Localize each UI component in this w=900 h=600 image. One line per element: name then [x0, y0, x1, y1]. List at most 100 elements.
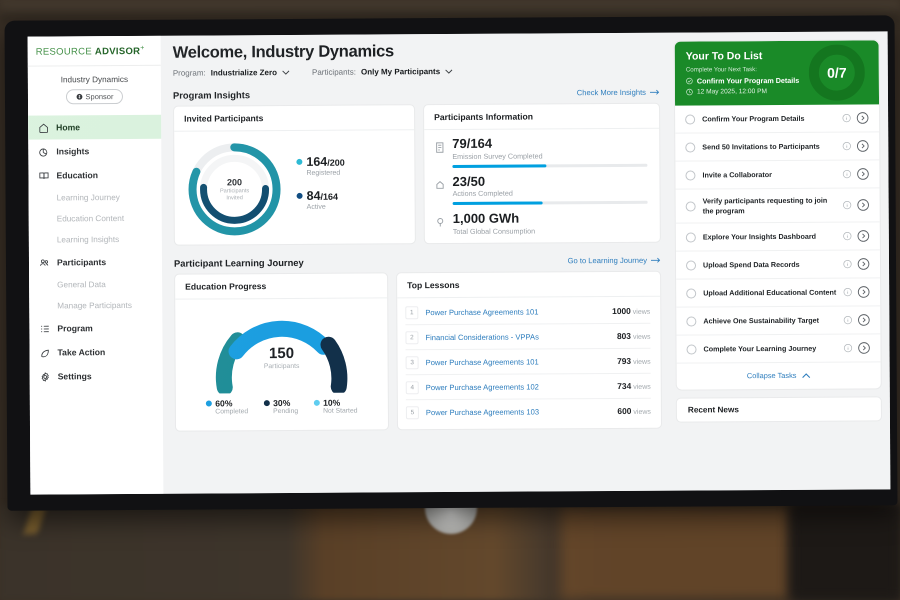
- chevron-right-circle-icon[interactable]: [856, 111, 869, 124]
- task-checkbox[interactable]: [685, 170, 696, 181]
- lesson-name[interactable]: Financial Considerations - VPPAs: [425, 331, 539, 342]
- lesson-name[interactable]: Power Purchase Agreements 103: [425, 406, 540, 417]
- sidebar-item-insights[interactable]: Insights: [28, 139, 161, 164]
- info-icon[interactable]: [842, 169, 852, 179]
- gauge-label-completed: Completed: [215, 408, 249, 416]
- task-checkbox[interactable]: [685, 114, 696, 125]
- chevron-right-circle-icon[interactable]: [857, 230, 870, 243]
- list-item[interactable]: Invite a Collaborator: [675, 160, 880, 190]
- check-circle-icon: [686, 77, 693, 85]
- collapse-tasks-button[interactable]: Collapse Tasks: [677, 363, 881, 390]
- lesson-name[interactable]: Power Purchase Agreements 101: [425, 306, 539, 317]
- list-item[interactable]: Achieve One Sustainability Target: [676, 306, 881, 337]
- chevron-right-circle-icon[interactable]: [857, 199, 870, 212]
- invited-center-value: 200: [226, 176, 243, 187]
- info-value-actions: 23/50: [452, 173, 486, 189]
- task-checkbox[interactable]: [685, 232, 696, 243]
- info-icon[interactable]: [843, 232, 852, 241]
- participants-information-card: Participants Information 79/164 Emission…: [423, 102, 661, 245]
- info-icon[interactable]: [843, 260, 852, 269]
- gauge-pct-not-started: 10%: [323, 397, 341, 408]
- org-name: Industry Dynamics: [60, 75, 129, 85]
- brand-plus: +: [140, 44, 145, 52]
- lesson-views-count: 734: [617, 380, 632, 391]
- survey-icon: [436, 142, 444, 153]
- gauge-label-pending: Pending: [273, 407, 299, 416]
- invited-participants-card: Invited Participants: [173, 104, 416, 246]
- progress-fill-emission-survey: [452, 164, 547, 168]
- arrow-right-icon: [650, 257, 661, 263]
- task-checkbox[interactable]: [686, 288, 697, 299]
- list-item[interactable]: Explore Your Insights Dashboard: [675, 222, 880, 253]
- sidebar-item-general-data[interactable]: General Data: [29, 274, 162, 296]
- chevron-right-circle-icon[interactable]: [857, 286, 870, 299]
- sidebar-item-settings[interactable]: Settings: [30, 364, 163, 389]
- chevron-right-circle-icon[interactable]: [856, 167, 869, 180]
- info-icon[interactable]: [843, 201, 852, 210]
- sidebar-item-home[interactable]: Home: [28, 114, 162, 140]
- sidebar-item-education-content[interactable]: Education Content: [29, 208, 162, 230]
- task-checkbox[interactable]: [686, 344, 697, 355]
- task-checkbox[interactable]: [685, 142, 696, 153]
- list-item[interactable]: Confirm Your Program Details: [675, 104, 880, 134]
- invited-caption-1: Participants: [219, 187, 250, 194]
- program-filter[interactable]: Program: Industrialize Zero: [173, 68, 290, 78]
- participants-filter[interactable]: Participants: Only My Participants: [312, 67, 453, 77]
- progress-track-actions: [452, 201, 648, 206]
- go-to-learning-journey-link[interactable]: Go to Learning Journey: [568, 256, 661, 265]
- table-row[interactable]: 1 Power Purchase Agreements 101 1000 view…: [405, 298, 651, 326]
- task-label: Upload Spend Data Records: [702, 259, 800, 270]
- learning-journey-header: Participant Learning Journey Go to Learn…: [174, 255, 661, 269]
- table-row[interactable]: 2 Financial Considerations - VPPAs 803 vi…: [405, 323, 651, 351]
- lesson-name[interactable]: Power Purchase Agreements 102: [425, 381, 539, 392]
- chevron-right-circle-icon[interactable]: [856, 139, 869, 152]
- sidebar-label-insights: Insights: [56, 146, 90, 157]
- table-row[interactable]: 5 Power Purchase Agreements 103 600 views: [405, 399, 651, 424]
- check-more-insights-link[interactable]: Check More Insights: [577, 88, 660, 97]
- gauge-pct-pending: 30%: [273, 397, 291, 409]
- brand-word-2: ADVISOR: [94, 46, 141, 58]
- lesson-views-unit: views: [632, 333, 651, 341]
- sponsor-coin-icon: [76, 94, 82, 100]
- chevron-right-circle-icon[interactable]: [857, 258, 870, 271]
- list-item[interactable]: Upload Additional Educational Content: [676, 278, 881, 309]
- list-item[interactable]: Send 50 Invitations to Participants: [675, 132, 880, 162]
- top-lessons-card: Top Lessons 1 Power Purchase Agreements …: [396, 270, 663, 431]
- recent-news-title: Recent News: [687, 405, 739, 415]
- sponsor-badge[interactable]: Sponsor: [65, 89, 124, 105]
- nested-donut-svg: [188, 143, 281, 236]
- table-row[interactable]: 3 Power Purchase Agreements 101 793 views: [405, 348, 651, 376]
- info-icon[interactable]: [842, 113, 851, 123]
- todo-counter: 0/7: [827, 64, 847, 81]
- sidebar-item-education[interactable]: Education: [28, 163, 161, 188]
- chevron-right-circle-icon[interactable]: [857, 314, 870, 327]
- list-item[interactable]: Verify participants requesting to join t…: [675, 188, 880, 225]
- info-icon[interactable]: [842, 141, 851, 151]
- legend-value-registered: 164/200: [306, 155, 344, 169]
- task-checkbox[interactable]: [685, 201, 696, 212]
- info-icon[interactable]: [843, 316, 852, 325]
- lesson-name[interactable]: Power Purchase Agreements 101: [425, 356, 539, 367]
- chevron-right-circle-icon[interactable]: [857, 342, 870, 355]
- list-item[interactable]: Complete Your Learning Journey: [676, 334, 881, 365]
- task-label: Verify participants requesting to join t…: [702, 195, 828, 216]
- task-label: Complete Your Learning Journey: [703, 343, 817, 354]
- leaf-icon: [41, 349, 49, 357]
- info-icon[interactable]: [843, 344, 853, 353]
- sidebar-item-take-action[interactable]: Take Action: [29, 340, 162, 365]
- todo-next-task[interactable]: Confirm Your Program Details: [686, 75, 868, 85]
- info-icon[interactable]: [843, 288, 852, 297]
- sidebar-item-learning-journey[interactable]: Learning Journey: [29, 187, 162, 209]
- brand-logo[interactable]: RESOURCE ADVISOR+: [27, 35, 161, 67]
- task-checkbox[interactable]: [685, 260, 697, 271]
- org-block: Industry Dynamics Sponsor: [28, 66, 161, 110]
- pie-chart-icon: [39, 148, 48, 157]
- table-row[interactable]: 4 Power Purchase Agreements 102 734 views: [405, 373, 651, 401]
- task-checkbox[interactable]: [686, 316, 697, 327]
- lesson-views-count: 1000: [612, 305, 631, 317]
- sidebar-item-program[interactable]: Program: [29, 316, 162, 341]
- sidebar-item-participants[interactable]: Participants: [29, 250, 162, 275]
- sidebar-item-learning-insights[interactable]: Learning Insights: [29, 229, 162, 251]
- sidebar-item-manage-participants[interactable]: Manage Participants: [29, 295, 162, 317]
- list-item[interactable]: Upload Spend Data Records: [675, 250, 881, 281]
